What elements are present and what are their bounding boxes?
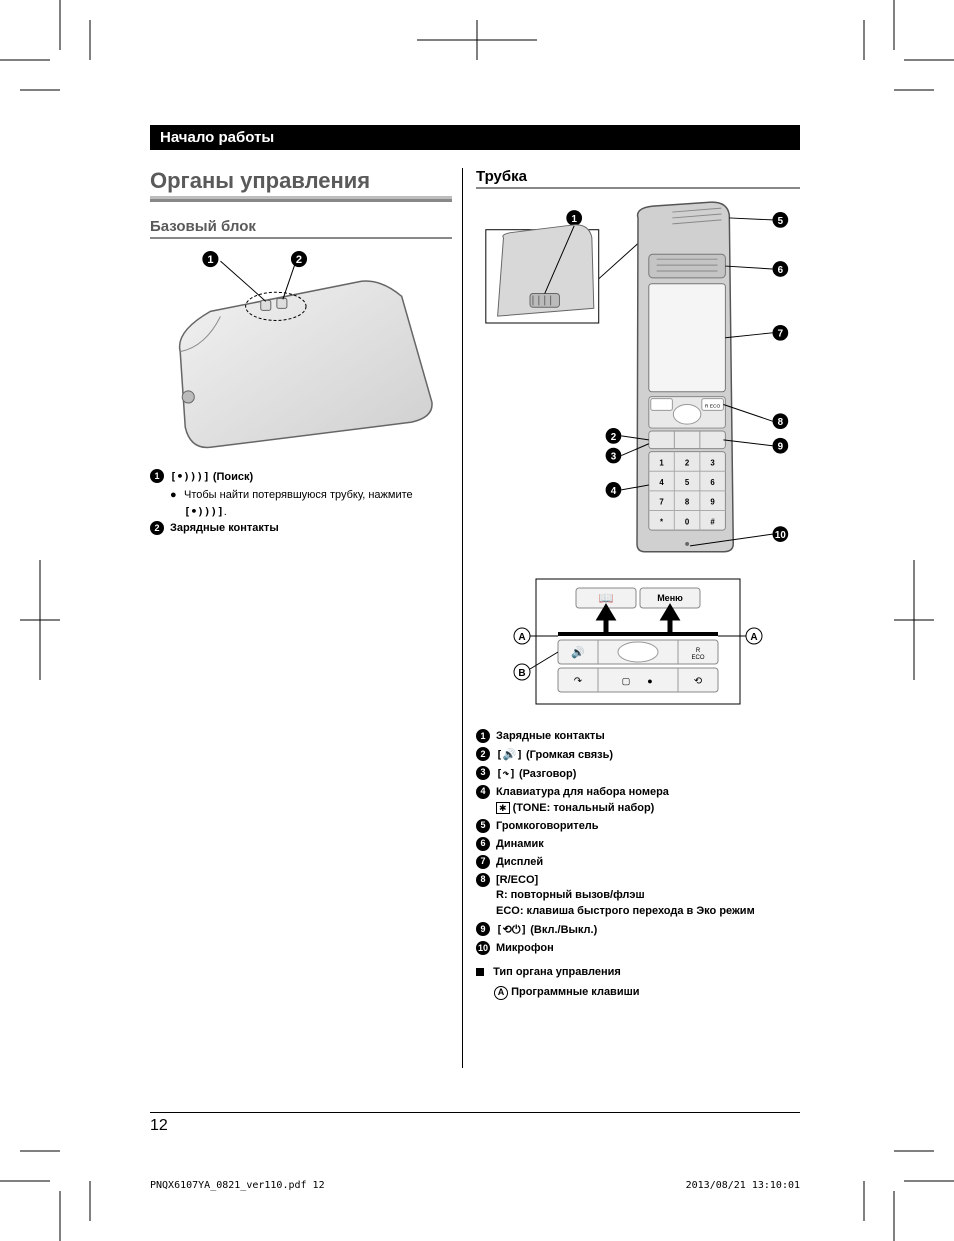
svg-text:2: 2 <box>685 458 690 467</box>
handset-title: Трубка <box>476 168 800 189</box>
svg-text:📖: 📖 <box>599 591 614 605</box>
column-divider <box>462 168 463 1068</box>
locator-icon: [•)))] <box>170 470 210 483</box>
svg-text:6: 6 <box>710 478 715 487</box>
legend-item: 1 [•)))] (Поиск) <box>150 469 452 486</box>
svg-text:#: # <box>710 517 715 526</box>
svg-text:A: A <box>518 632 525 643</box>
tone-icon: ✱ <box>496 802 510 814</box>
page-content: Начало работы Органы управления Базовый … <box>150 125 800 1135</box>
svg-text:10: 10 <box>775 530 786 541</box>
base-unit-title: Базовый блок <box>150 218 452 239</box>
svg-text:3: 3 <box>611 451 617 462</box>
svg-text:9: 9 <box>778 442 784 453</box>
svg-text:●: ● <box>647 676 652 686</box>
svg-text:A: A <box>750 632 757 643</box>
svg-text:R ECO: R ECO <box>705 403 721 409</box>
legend-sub: ● Чтобы найти потерявшуюся трубку, нажми… <box>170 488 452 521</box>
svg-text:R: R <box>696 648 701 654</box>
legend-sub-text: Чтобы найти потерявшуюся трубку, нажмите <box>184 489 413 501</box>
navigator-detail: 📖 Меню 🔊 R ECO ↷ ▢ <box>476 574 800 714</box>
svg-text:2: 2 <box>611 432 617 443</box>
svg-text:5: 5 <box>778 216 784 227</box>
svg-text:⟲: ⟲ <box>694 676 703 687</box>
header-title: Начало работы <box>160 129 274 146</box>
left-column: Органы управления Базовый блок <box>150 168 462 1068</box>
locator-icon: [•)))] <box>184 505 224 518</box>
letter-a-icon: A <box>494 986 508 1000</box>
control-type-heading: Тип органа управления <box>476 965 800 981</box>
legend-label: (Поиск) <box>213 471 253 483</box>
legend-label: Зарядные контакты <box>170 522 279 534</box>
svg-text:Меню: Меню <box>657 593 683 603</box>
svg-text:8: 8 <box>778 417 784 428</box>
main-title: Органы управления <box>150 168 452 202</box>
section-header: Начало работы <box>150 125 800 150</box>
square-bullet-icon <box>476 968 484 976</box>
svg-text:1: 1 <box>571 214 577 225</box>
svg-text:2: 2 <box>296 254 302 266</box>
base-unit-diagram: 1 2 <box>150 251 452 452</box>
svg-text:↷: ↷ <box>574 676 583 687</box>
right-column: Трубка 5 6 7 8 9 10 1 2 3 4 <box>462 168 800 1068</box>
handset-legend: 1Зарядные контакты 2[🔊] (Громкая связь) … <box>476 729 800 1001</box>
control-type-a: A Программные клавиши <box>494 985 800 1001</box>
svg-text:1: 1 <box>659 458 664 467</box>
handset-diagram: 5 6 7 8 9 10 1 2 3 4 <box>476 197 800 557</box>
svg-text:B: B <box>518 668 525 679</box>
footer-meta: PNQX6107YA_0821_ver110.pdf 12 2013/08/21… <box>150 1180 800 1191</box>
footer-timestamp: 2013/08/21 13:10:01 <box>686 1180 800 1191</box>
svg-text:8: 8 <box>685 498 690 507</box>
svg-text:1: 1 <box>207 254 213 266</box>
svg-text:9: 9 <box>710 498 715 507</box>
svg-text:0: 0 <box>685 517 690 526</box>
svg-text:4: 4 <box>659 478 664 487</box>
svg-text:4: 4 <box>611 486 617 497</box>
svg-text:6: 6 <box>778 265 784 276</box>
legend-item: 2 Зарядные контакты <box>150 521 452 537</box>
page-number: 12 <box>150 1112 800 1135</box>
legend-number: 2 <box>150 521 164 535</box>
svg-text:🔊: 🔊 <box>571 645 585 659</box>
base-unit-legend: 1 [•)))] (Поиск) ● Чтобы найти потерявшу… <box>150 469 452 537</box>
svg-text:7: 7 <box>778 329 784 340</box>
svg-text:ECO: ECO <box>691 655 704 661</box>
svg-text:▢: ▢ <box>622 676 631 686</box>
legend-number: 1 <box>150 469 164 483</box>
svg-text:3: 3 <box>710 458 715 467</box>
footer-file: PNQX6107YA_0821_ver110.pdf 12 <box>150 1180 325 1191</box>
svg-text:5: 5 <box>685 478 690 487</box>
svg-text:7: 7 <box>659 498 664 507</box>
